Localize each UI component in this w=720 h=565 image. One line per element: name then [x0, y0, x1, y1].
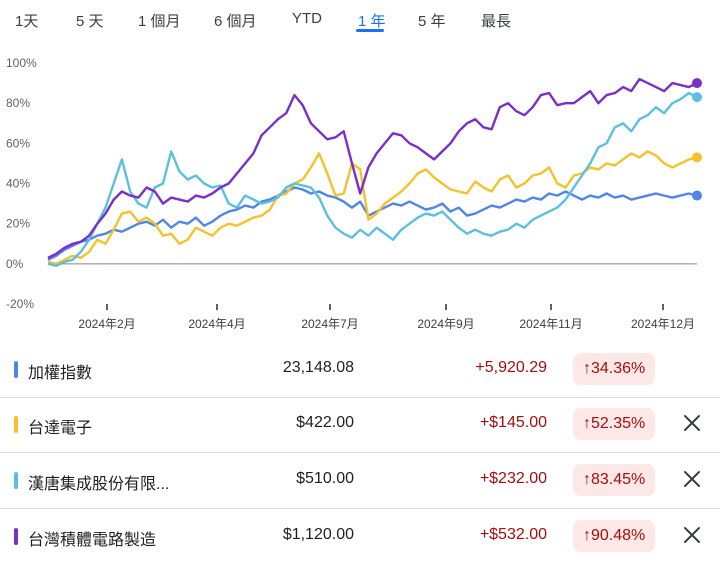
row-divider	[0, 397, 720, 398]
tab-1y[interactable]: 1 年	[358, 13, 386, 30]
y-tick-label: 80%	[6, 96, 30, 110]
tab-ytd[interactable]: YTD	[292, 10, 322, 27]
security-price: $422.00	[296, 414, 354, 431]
tab-1d[interactable]: 1天	[15, 13, 39, 30]
x-tick-label: 2024年9月	[417, 317, 474, 331]
series-end-dot-3	[692, 78, 702, 89]
comparison-row[interactable]: 台灣積體電路製造 $1,120.00 +$532.00 ↑90.48%	[0, 508, 720, 565]
price-change: +$145.00	[479, 414, 547, 431]
close-icon[interactable]	[681, 524, 703, 546]
x-tick-label: 2024年2月	[78, 317, 135, 331]
arrow-up-icon: ↑	[583, 415, 591, 432]
y-tick-label: 0%	[6, 257, 24, 271]
series-end-dot-2	[692, 92, 702, 103]
close-icon[interactable]	[681, 412, 703, 434]
tab-max[interactable]: 最長	[481, 13, 512, 30]
security-price: $1,120.00	[282, 526, 354, 543]
range-tabs: 1天 5 天 1 個月 6 個月 YTD 1 年 5 年 最長	[0, 0, 720, 40]
tab-1m[interactable]: 1 個月	[138, 13, 181, 30]
series-end-dot-1	[692, 152, 702, 163]
security-name[interactable]: 漢唐集成股份有限...	[28, 476, 170, 493]
series-line-1	[47, 150, 698, 265]
security-name[interactable]: 加權指數	[28, 365, 93, 382]
close-icon[interactable]	[681, 468, 703, 490]
security-name[interactable]: 台灣積體電路製造	[28, 532, 157, 549]
y-tick-label: 60%	[6, 136, 30, 150]
x-tick-label: 2024年4月	[188, 317, 245, 331]
price-change: +$532.00	[479, 526, 547, 543]
row-divider	[0, 452, 720, 453]
security-price: 23,148.08	[282, 359, 354, 376]
y-tick-label: 40%	[6, 177, 30, 191]
percent-change-badge: ↑90.48%	[573, 520, 656, 552]
x-tick-label: 2024年12月	[631, 317, 695, 331]
active-tab-indicator	[356, 29, 384, 32]
series-line-3	[47, 77, 698, 259]
tab-6m[interactable]: 6 個月	[214, 13, 257, 30]
security-name[interactable]: 台達電子	[28, 420, 93, 437]
x-tick-label: 2024年7月	[301, 317, 358, 331]
percent-change-value: 83.45%	[591, 471, 646, 488]
arrow-up-icon: ↑	[583, 360, 591, 377]
tab-5d[interactable]: 5 天	[76, 13, 104, 30]
series-line-0	[47, 186, 698, 261]
y-tick-label: -20%	[6, 297, 34, 311]
series-color-marker	[14, 361, 18, 378]
series-color-marker	[14, 416, 18, 433]
price-change: +5,920.29	[475, 359, 547, 376]
comparison-chart[interactable]: 100% 80% 60% 40% 20% 0% -20% 2024年2月 2024年4月 202…	[0, 40, 720, 340]
series-end-dot-0	[692, 190, 702, 201]
tab-5y[interactable]: 5 年	[418, 13, 446, 30]
percent-change-badge: ↑83.45%	[573, 464, 656, 496]
percent-change-value: 52.35%	[591, 415, 646, 432]
y-tick-label: 20%	[6, 217, 30, 231]
price-change: +$232.00	[479, 470, 547, 487]
percent-change-badge: ↑34.36%	[573, 353, 656, 385]
percent-change-badge: ↑52.35%	[573, 408, 656, 440]
series-line-2	[47, 91, 698, 267]
comparison-row[interactable]: 漢唐集成股份有限... $510.00 +$232.00 ↑83.45%	[0, 452, 720, 509]
x-tick-label: 2024年11月	[519, 317, 582, 331]
percent-change-value: 90.48%	[591, 527, 646, 544]
comparison-row[interactable]: 加權指數 23,148.08 +5,920.29 ↑34.36%	[0, 341, 720, 398]
y-tick-label: 100%	[6, 56, 37, 70]
security-price: $510.00	[296, 470, 354, 487]
percent-change-value: 34.36%	[591, 360, 646, 377]
row-divider	[0, 508, 720, 509]
arrow-up-icon: ↑	[583, 527, 591, 544]
series-color-marker	[14, 472, 18, 489]
arrow-up-icon: ↑	[583, 471, 591, 488]
series-color-marker	[14, 528, 18, 545]
comparison-row[interactable]: 台達電子 $422.00 +$145.00 ↑52.35%	[0, 396, 720, 453]
